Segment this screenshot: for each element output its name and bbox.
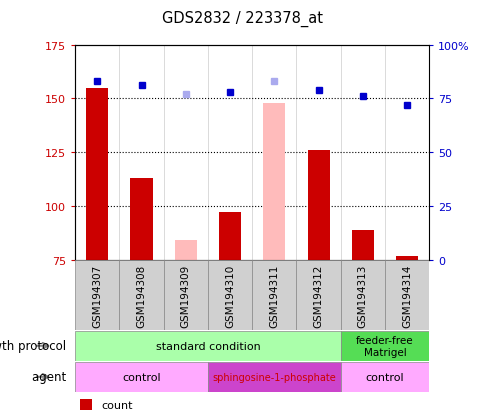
Bar (351, 230, 373, 260)
Text: GSM194311: GSM194311 (269, 264, 279, 327)
Bar (296, 260, 340, 330)
Text: control: control (365, 372, 404, 382)
Bar (174, 241, 197, 260)
Text: GSM194307: GSM194307 (92, 264, 102, 327)
Text: feeder-free
Matrigel: feeder-free Matrigel (355, 335, 413, 357)
Text: GSM194310: GSM194310 (225, 264, 235, 327)
Bar (119, 260, 164, 330)
Text: agent: agent (32, 370, 70, 383)
Text: GSM194308: GSM194308 (136, 264, 146, 327)
Text: GSM194314: GSM194314 (401, 264, 411, 327)
Text: control: control (122, 372, 161, 382)
Bar (130, 178, 152, 260)
Bar (340, 362, 428, 392)
Text: growth protocol: growth protocol (0, 339, 70, 352)
Bar (75, 362, 208, 392)
Bar (340, 331, 428, 361)
Text: GDS2832 / 223378_at: GDS2832 / 223378_at (162, 10, 322, 27)
Bar (75, 260, 119, 330)
Text: count: count (102, 400, 133, 410)
Bar (208, 260, 252, 330)
Text: GSM194312: GSM194312 (313, 264, 323, 327)
Bar (208, 362, 340, 392)
Text: GSM194309: GSM194309 (181, 264, 190, 327)
Bar (86, 88, 108, 260)
Bar (384, 260, 428, 330)
Bar (340, 260, 384, 330)
Bar (263, 103, 285, 260)
Bar (164, 260, 208, 330)
Text: GSM194313: GSM194313 (357, 264, 367, 327)
Bar (219, 213, 241, 260)
Bar (307, 151, 329, 260)
Text: standard condition: standard condition (155, 341, 260, 351)
Text: sphingosine-1-phosphate: sphingosine-1-phosphate (212, 372, 335, 382)
Bar (395, 256, 417, 260)
Bar (252, 260, 296, 330)
Bar (75, 331, 340, 361)
